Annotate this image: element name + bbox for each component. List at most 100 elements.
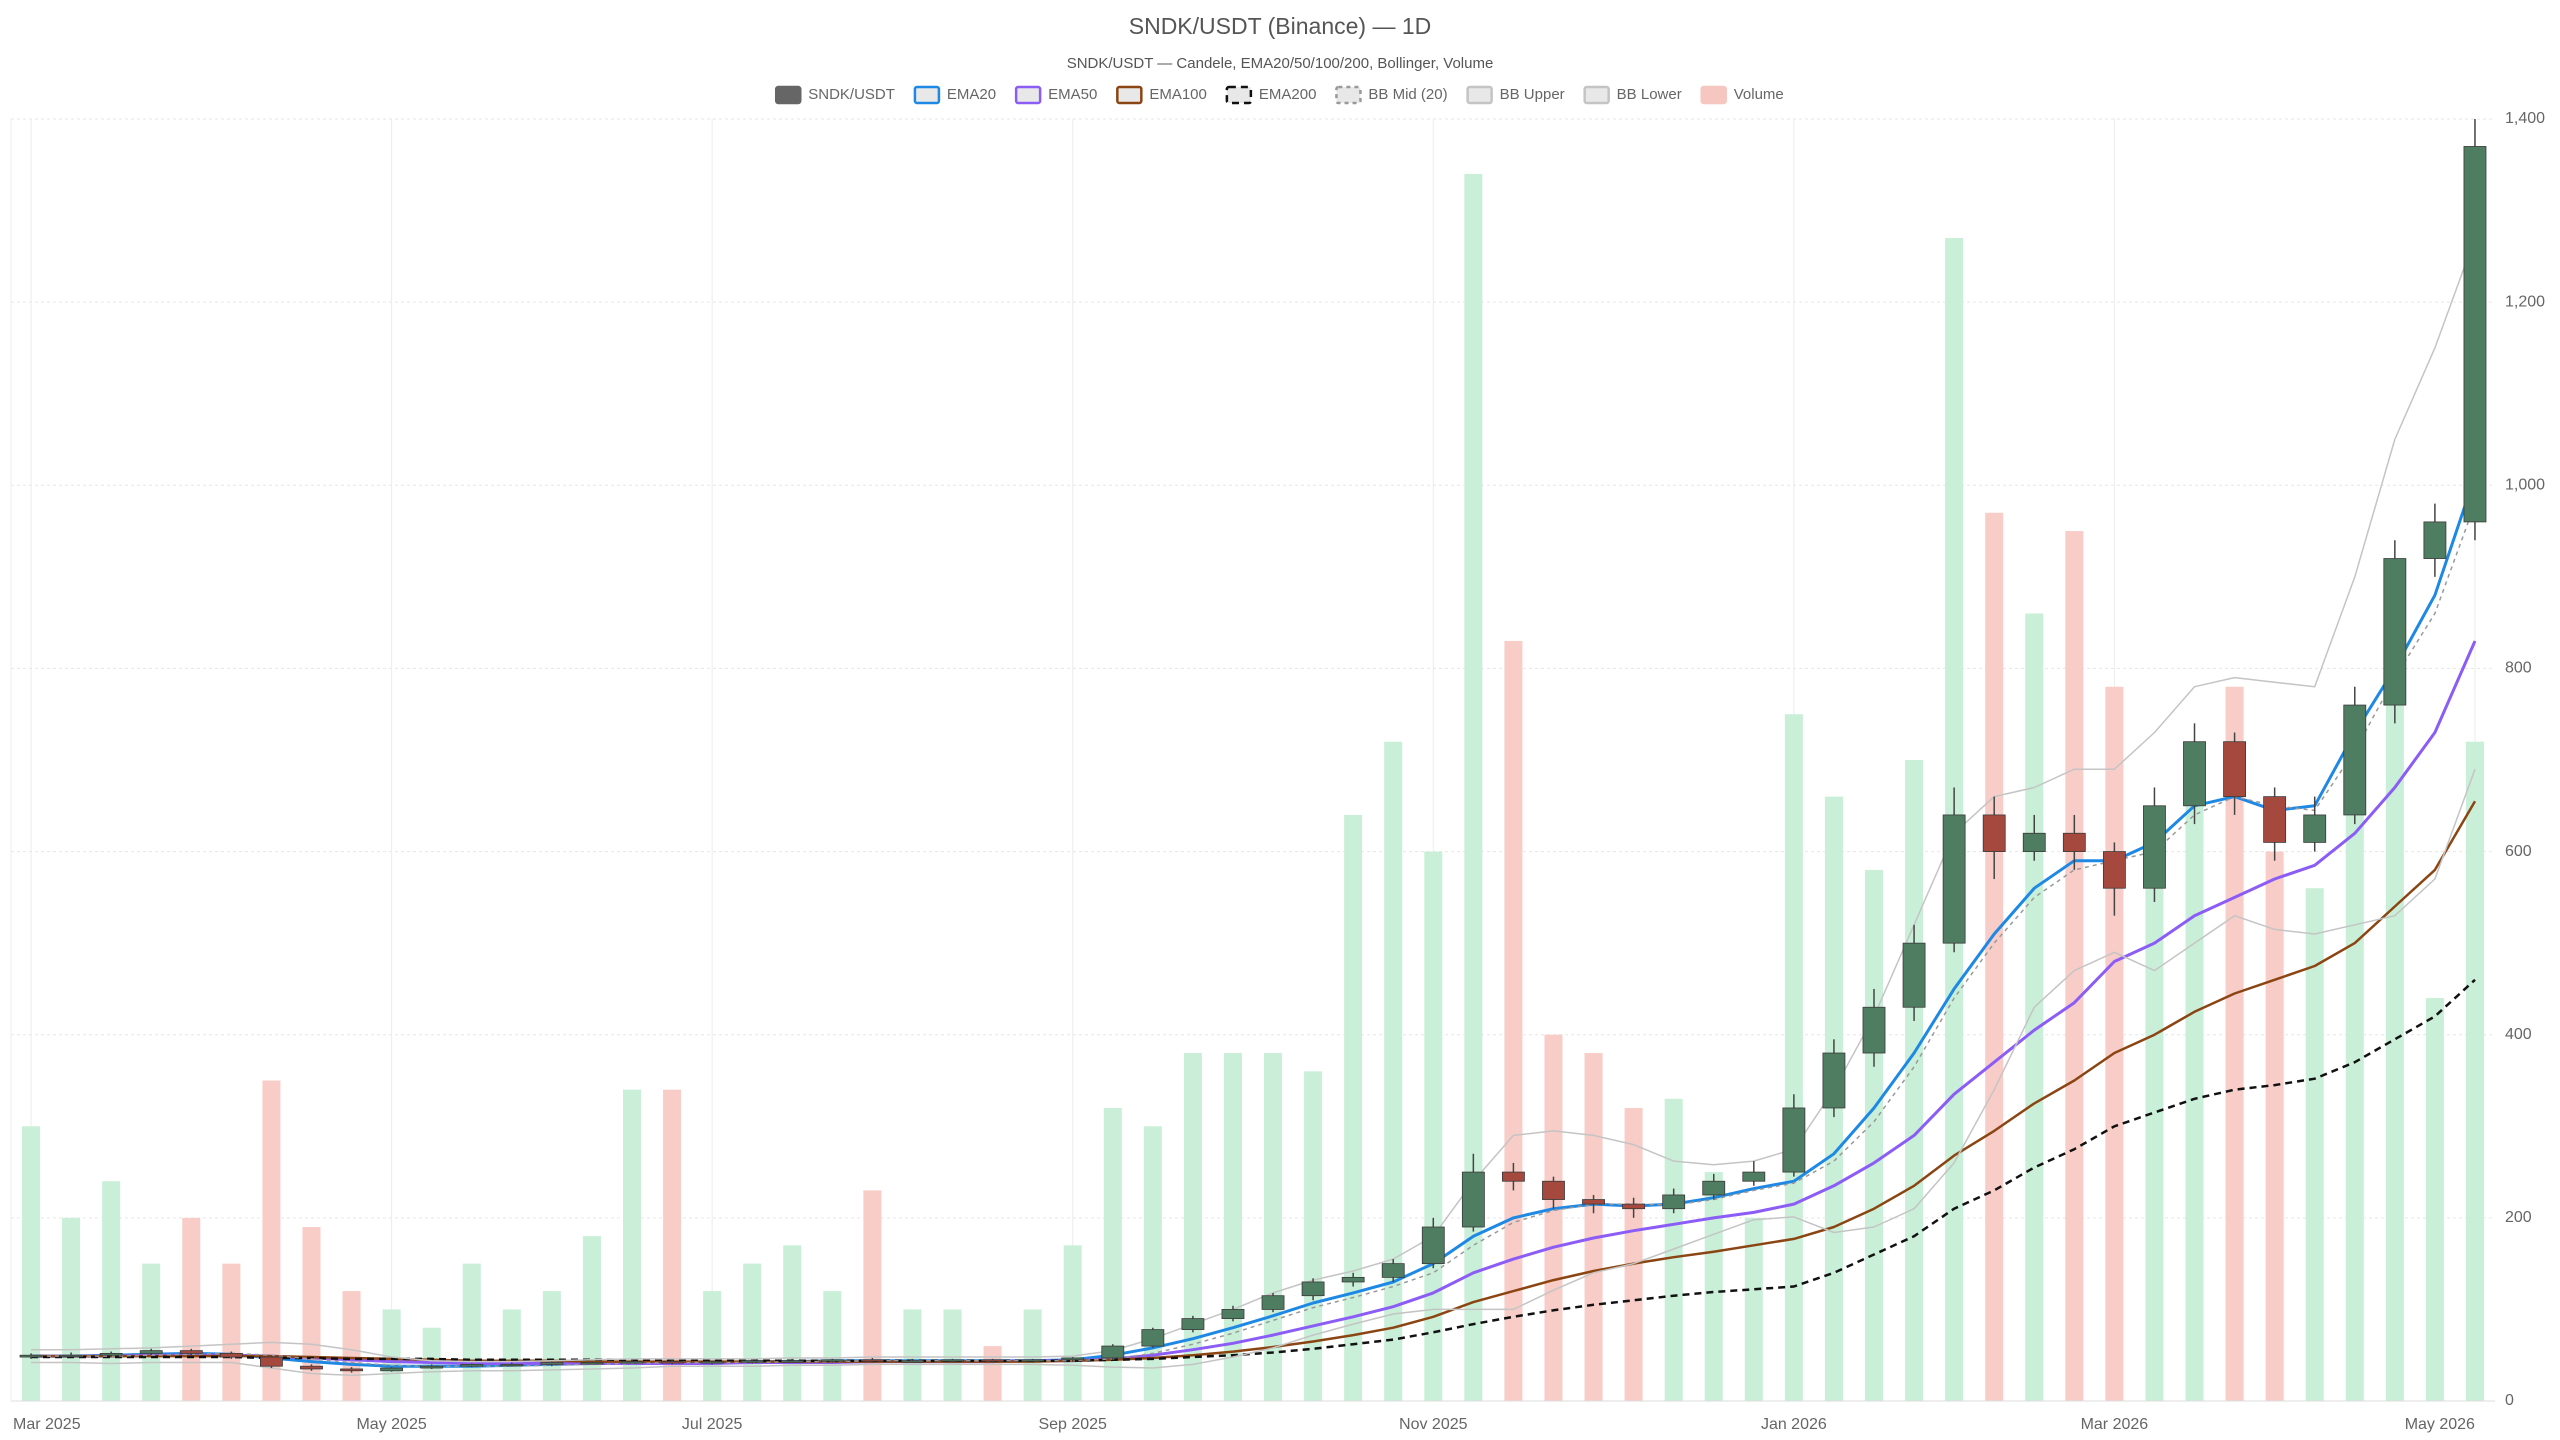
candle-body [941, 1359, 964, 1362]
volume-bar [1023, 1309, 1042, 1401]
volume-bar [903, 1309, 922, 1401]
legend-label[interactable]: EMA200 [1259, 86, 1317, 103]
volume-bar [1504, 640, 1523, 1401]
indicator-line [31, 237, 2476, 1363]
candle-body [1662, 1194, 1686, 1210]
volume-bar [2225, 686, 2244, 1401]
legend-label[interactable]: BB Lower [1617, 86, 1682, 103]
volume-bar [102, 1181, 121, 1401]
volume-bar [1103, 1107, 1122, 1401]
candle-body [59, 1354, 83, 1358]
candle-body [2062, 832, 2086, 852]
legend-swatch[interactable] [774, 85, 802, 105]
indicator-line [31, 768, 2476, 1377]
volume-bar [2105, 686, 2124, 1401]
candle-body [1822, 1052, 1846, 1109]
candle-body [1742, 1171, 1766, 1182]
volume-bar [2465, 741, 2484, 1401]
volume-bar [1784, 714, 1803, 1401]
volume-bar [542, 1291, 561, 1401]
volume-bar [743, 1263, 762, 1401]
volume-bar [863, 1190, 882, 1401]
legend-label[interactable]: EMA20 [947, 86, 996, 103]
volume-bar [2145, 851, 2164, 1401]
y-tick-label: 1,000 [2505, 477, 2545, 494]
legend-label[interactable]: SNDK/USDT [808, 86, 895, 103]
candle-body [1061, 1357, 1085, 1361]
candle-body [2183, 741, 2206, 807]
candle-body [1782, 1107, 1806, 1173]
x-tick-label: Sep 2025 [1038, 1416, 1107, 1433]
x-tick-label: Jan 2026 [1761, 1416, 1827, 1433]
candle-body [1101, 1345, 1125, 1359]
candle-body [500, 1363, 524, 1367]
candle-body [1502, 1171, 1525, 1182]
volume-bar [1704, 1172, 1723, 1401]
volume-bar [2345, 760, 2364, 1401]
volume-bar [422, 1327, 441, 1401]
volume-bar [663, 1089, 682, 1401]
legend-swatch[interactable] [1700, 85, 1727, 105]
candle-body [740, 1360, 764, 1363]
chart-title: SNDK/USDT (Binance) — 1D [1129, 13, 1432, 39]
indicator-line [31, 800, 2477, 1363]
volume-bar [823, 1291, 842, 1401]
candle-body [1141, 1329, 1165, 1347]
candle-body [2423, 521, 2447, 559]
legend-label[interactable]: EMA50 [1048, 86, 1097, 103]
x-tick-label: Nov 2025 [1399, 1416, 1468, 1433]
candle-body [99, 1352, 123, 1356]
volume-bar [502, 1309, 521, 1401]
candle-body [260, 1356, 283, 1367]
volume-bar [1985, 512, 2004, 1401]
candle-body [1702, 1180, 1726, 1196]
x-tick-label: Mar 2025 [13, 1416, 81, 1433]
candle-body [2263, 796, 2287, 843]
volume-bar [1344, 814, 1363, 1401]
volume-bar [1223, 1053, 1242, 1401]
candle-body [820, 1359, 844, 1362]
legend-label[interactable]: BB Upper [1500, 86, 1565, 103]
legend-swatch[interactable] [913, 85, 941, 105]
chart-subtitle: SNDK/USDT — Candele, EMA20/50/100/200, B… [1067, 55, 1494, 72]
volume-bar [2065, 531, 2084, 1401]
legend: SNDK/USDT EMA20 EMA50 EMA100 EMA200 BB Mid (2… [774, 85, 1784, 105]
candle-body [2343, 704, 2367, 816]
volume-bar [1864, 869, 1884, 1401]
candle-body [981, 1359, 1004, 1362]
volume-bar [1183, 1053, 1202, 1401]
candle-body [2022, 832, 2046, 852]
volume-bar [1664, 1098, 1683, 1401]
legend-swatch[interactable] [1225, 85, 1253, 105]
candle-layer [19, 119, 2487, 1373]
volume-bar [142, 1263, 161, 1401]
volume-bar [342, 1291, 361, 1401]
legend-swatch[interactable] [1583, 85, 1610, 105]
legend-swatch[interactable] [1116, 85, 1143, 105]
candle-body [1301, 1281, 1325, 1297]
indicator-line [31, 503, 2476, 1367]
volume-bar [262, 1080, 281, 1401]
legend-swatch[interactable] [1335, 85, 1362, 105]
candle-body [660, 1361, 684, 1364]
legend-label[interactable]: BB Mid (20) [1368, 86, 1447, 103]
legend-swatch[interactable] [1466, 85, 1493, 105]
y-tick-label: 600 [2505, 843, 2532, 860]
volume-bar [582, 1236, 601, 1401]
volume-bar [1544, 1034, 1563, 1401]
candle-body [1942, 814, 1966, 944]
legend-swatch[interactable] [1014, 85, 1042, 105]
legend-label[interactable]: EMA100 [1149, 86, 1207, 103]
candle-body [2223, 741, 2246, 798]
legend-label[interactable]: Volume [1734, 86, 1784, 103]
candle-body [2143, 805, 2166, 889]
volume-bar [1384, 741, 1403, 1401]
candle-body [1221, 1309, 1245, 1319]
volume-bar [182, 1217, 201, 1401]
volume-bar [2385, 622, 2404, 1401]
candle-body [1862, 1006, 1886, 1054]
candle-body [580, 1362, 604, 1365]
volume-bar [983, 1346, 1002, 1401]
volume-bar [703, 1291, 722, 1401]
